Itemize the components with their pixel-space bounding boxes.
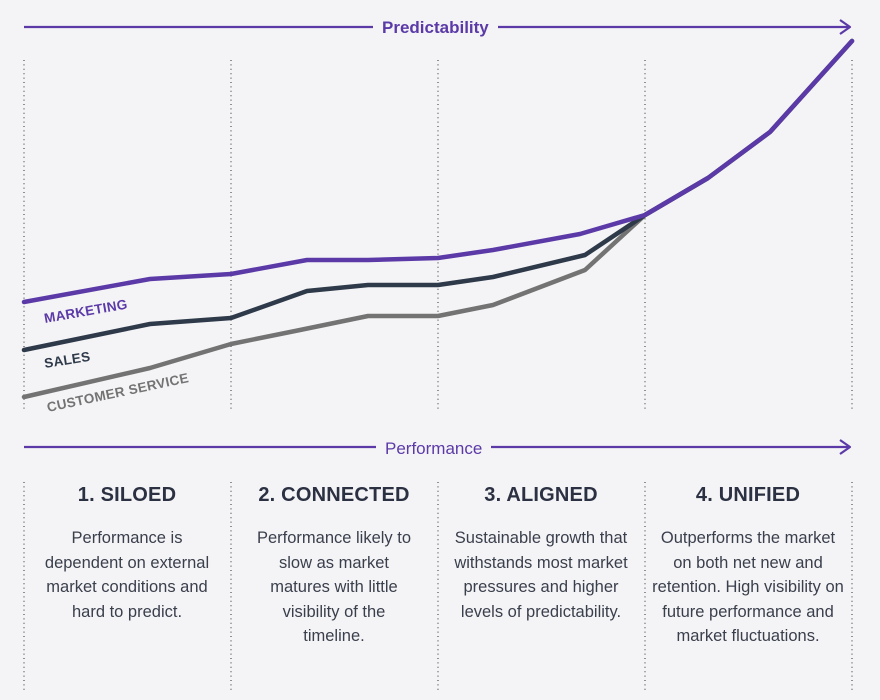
marketing-line <box>21 38 855 305</box>
stage-siloed: 1. SILOED Performance is dependent on ex… <box>24 484 230 624</box>
performance-label: Performance <box>376 438 492 460</box>
stage-unified: 4. UNIFIED Outperforms the market on bot… <box>645 484 851 649</box>
stage-title: 3. ALIGNED <box>484 484 598 506</box>
stage-title: 1. SILOED <box>77 484 177 506</box>
stage-description: Sustainable growth that withstands most … <box>454 529 628 621</box>
stage-description: Performance is dependent on external mar… <box>44 529 210 621</box>
marketing-label: MARKETING <box>43 297 129 326</box>
stage-description: Outperforms the market on both net new a… <box>652 529 844 645</box>
stage-description: Performance likely to slow as market mat… <box>256 529 412 645</box>
stage-connected: 2. CONNECTED Performance likely to slow … <box>231 484 437 649</box>
predictability-label: Predictability <box>373 17 498 39</box>
stage-title: 2. CONNECTED <box>258 484 410 506</box>
upper-dividers <box>23 60 853 412</box>
stage-aligned: 3. ALIGNED Sustainable growth that withs… <box>438 484 644 624</box>
stage-title: 4. UNIFIED <box>695 484 801 506</box>
sales-label: SALES <box>43 349 91 371</box>
